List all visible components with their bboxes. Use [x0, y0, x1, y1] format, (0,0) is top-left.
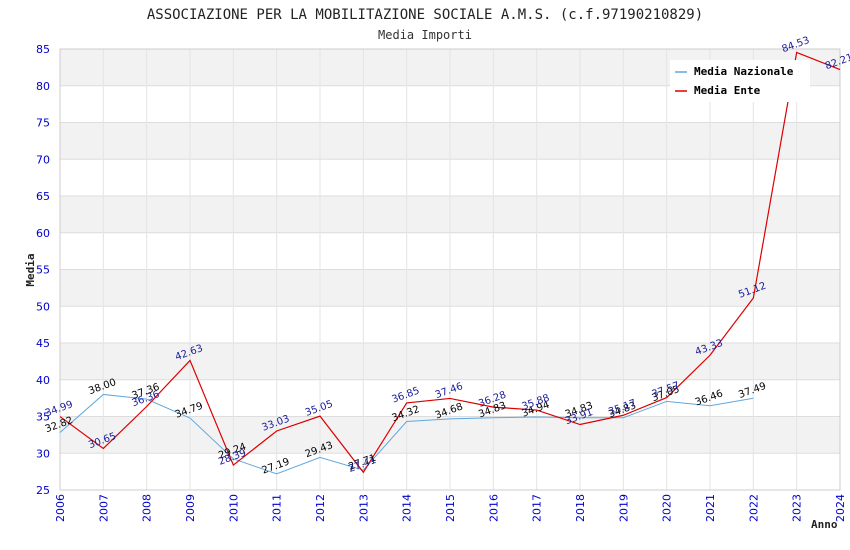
x-tick-label: 2008: [141, 494, 154, 522]
y-tick-label: 55: [36, 264, 50, 277]
y-tick-label: 40: [36, 374, 50, 387]
x-tick-label: 2014: [401, 494, 414, 522]
x-tick-label: 2013: [357, 494, 370, 522]
x-tick-label: 2016: [487, 494, 500, 522]
x-tick-label: 2018: [574, 494, 587, 522]
x-axis-ticks: 2006 2007 2008 2009 2010 2011 2012 2013 2014 2015…: [54, 494, 847, 522]
y-tick-label: 30: [36, 447, 50, 460]
y-tick-label: 60: [36, 227, 50, 240]
y-tick-label: 35: [36, 411, 50, 424]
legend: Media Nazionale Media Ente: [670, 60, 810, 102]
y-tick-label: 85: [36, 43, 50, 56]
x-axis-label: Anno: [811, 518, 838, 531]
chart-title: ASSOCIAZIONE PER LA MOBILITAZIONE SOCIAL…: [147, 7, 703, 23]
plot-frame: [59, 48, 841, 491]
legend-box: [670, 60, 810, 102]
x-tick-label: 2006: [54, 494, 67, 522]
x-tick-label: 2022: [747, 494, 760, 522]
y-axis-label: Media: [24, 253, 37, 286]
y-tick-label: 45: [36, 337, 50, 350]
y-tick-label: 80: [36, 80, 50, 93]
x-tick-label: 2007: [97, 494, 110, 522]
x-tick-label: 2015: [444, 494, 457, 522]
x-tick-label: 2023: [791, 494, 804, 522]
series-line-media-ente: [59, 51, 841, 474]
x-tick-label: 2019: [617, 494, 630, 522]
x-tick-label: 2011: [271, 494, 284, 522]
chart-subtitle: Media Importi: [378, 28, 472, 42]
series-line-media-nazionale: [59, 393, 754, 475]
y-axis-ticks: 25 30 35 40 45 50 55 60 65 70 75 80 85: [36, 43, 50, 497]
x-tick-label: 2010: [227, 494, 240, 522]
y-tick-label: 75: [36, 117, 50, 130]
y-tick-label: 50: [36, 300, 50, 313]
y-tick-label: 25: [36, 484, 50, 497]
y-tick-label: 70: [36, 153, 50, 166]
x-tick-label: 2020: [661, 494, 674, 522]
x-tick-label: 2017: [531, 494, 544, 522]
y-tick-label: 65: [36, 190, 50, 203]
x-tick-label: 2009: [184, 494, 197, 522]
x-tick-label: 2024: [834, 494, 847, 522]
x-tick-label: 2012: [314, 494, 327, 522]
series-lines: [59, 51, 841, 475]
x-tick-label: 2021: [704, 494, 717, 522]
data-label-ente-2014: 36.85: [390, 385, 421, 405]
legend-label-media-nazionale: Media Nazionale: [694, 65, 794, 78]
legend-label-media-ente: Media Ente: [694, 84, 761, 97]
